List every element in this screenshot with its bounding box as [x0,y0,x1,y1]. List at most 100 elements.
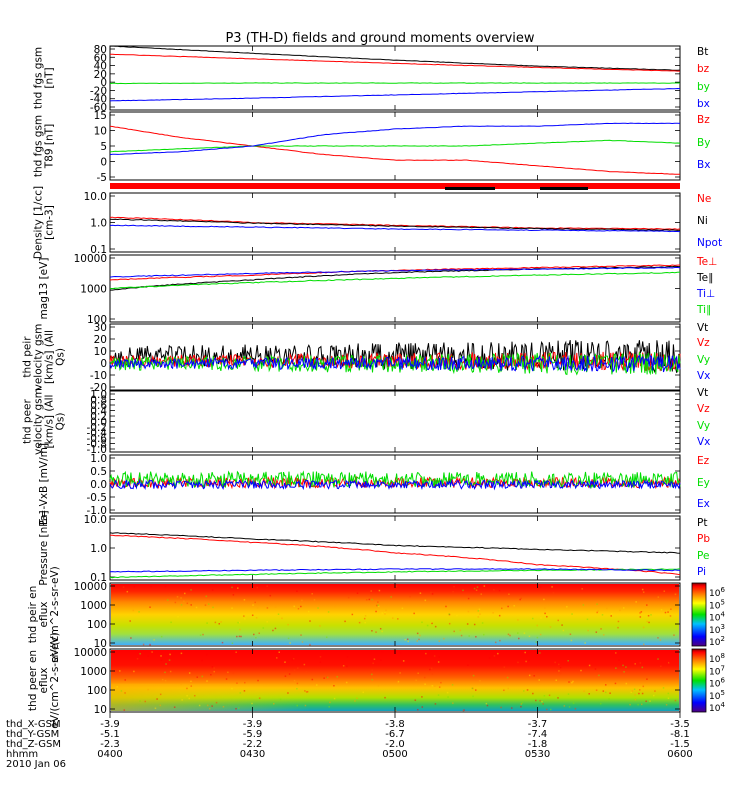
date-label: 2010 Jan 06 [6,759,66,770]
spectrogram-pixel [452,591,454,593]
spectrogram-pixel [213,670,215,673]
spectrogram-pixel [438,686,441,688]
y-tick-label: -0.6 [87,433,108,445]
y-tick-label: 0.8 [90,395,107,407]
spectrogram-pixel [633,688,636,691]
spectrogram-pixel [520,705,522,708]
spectrogram-pixel [483,585,486,587]
y-axis-label: thd fgs gsmT89 [nT] [33,115,56,177]
spectrogram-pixel [641,692,644,695]
legend-Ne: Ne [697,193,711,205]
y-tick-label: 1.0 [90,543,107,555]
y-tick-label: 1.0 [90,218,107,230]
spectrogram-pixel [555,679,557,681]
legend-Bx: Bx [697,159,710,171]
time-axis-value: -1.8 [528,739,548,750]
y-tick-label: 0 [100,157,107,169]
spectrogram-pixel [594,668,597,670]
spectrogram-pixel [232,672,235,675]
spectrogram-pixel [173,706,176,708]
spectrogram-pixel [139,652,141,655]
colorbar-tick-label: 106 [709,677,725,690]
quality-flag-segment [540,187,588,190]
spectrogram-pixel [237,587,239,589]
time-axis-value: -3.9 [100,719,120,730]
spectrogram-pixel [212,606,214,609]
y-tick-label: -10 [90,370,107,382]
y-tick-label: 20 [94,69,107,81]
spectrogram-pixel [371,630,373,632]
spectrogram-pixel [206,704,209,707]
spectrogram-pixel [304,690,306,692]
spectrogram-pixel [520,703,522,705]
spectrogram-pixel [634,693,636,696]
spectrogram-pixel [326,676,329,679]
spectrogram-pixel [375,610,377,613]
spectrogram-pixel [552,592,555,594]
spectrogram-pixel [528,659,530,662]
y-tick-label: 0.6 [90,400,107,412]
spectrogram-pixel [498,614,501,617]
legend-Ti∥: Ti∥ [696,304,711,316]
y-tick-label: 1000 [80,284,107,296]
spectrogram-pixel [211,589,214,591]
spectrogram-pixel [293,605,295,608]
spectrogram-pixel [604,691,607,694]
spectrogram-pixel [317,607,319,609]
spectrogram-pixel [183,600,185,602]
spectrogram-pixel [165,663,167,665]
series-line-by [109,82,680,85]
spectrogram-pixel [150,585,152,588]
series-line-Te∥ [110,265,681,291]
spectrogram-pixel [501,607,503,610]
spectrogram-pixel [571,681,573,684]
spectrogram-pixel [639,662,642,664]
spectrogram-pixel [473,623,476,626]
spectrogram-pixel [169,653,171,656]
legend-Vx: Vx [697,436,710,448]
spectrogram-pixel [277,613,280,615]
spectrogram-pixel [187,683,190,685]
spectrogram-pixel [538,679,540,681]
spectrogram-pixel [123,709,126,711]
spectrogram-pixel [479,613,481,615]
spectrogram-pixel [669,615,672,617]
spectrogram-pixel [296,682,299,685]
spectrogram-pixel [184,592,186,595]
y-tick-label: 30 [94,322,107,334]
spectrogram-pixel [606,607,608,610]
y-axis-label-text: thd fgs gsm[nT] [33,47,56,109]
spectrogram-pixel [206,622,208,624]
spectrogram-pixel [168,593,171,596]
spectrogram-pixel [635,601,637,603]
spectrogram-pixel [622,664,624,667]
spectrogram-pixel [399,672,401,674]
spectrogram-pixel [130,637,132,639]
y-tick-label: 10 [94,346,107,358]
colorbar [691,648,707,713]
legend-Bt: Bt [697,46,708,58]
spectrogram-pixel [637,703,639,706]
spectrogram-pixel [544,607,546,609]
spectrogram-pixel [262,627,265,629]
y-tick-label: 0.5 [90,466,107,478]
legend-Pb: Pb [697,533,710,545]
spectrogram-pixel [639,616,642,618]
spectrogram-pixel [169,670,172,673]
time-axis-row-label: thd_X-GSM [6,719,61,730]
y-axis-label: thd peir enefluxeV/(cm^2-s-sr-eV) [27,566,61,662]
series-line-By [109,139,681,153]
spectrogram-pixel [507,633,510,636]
spectrogram-pixel [377,601,379,603]
series-line-Pt [109,532,681,554]
spectrogram-pixel [397,682,399,684]
y-axis-label-text: thd peervelocity gsm[km/s] (AllQs) [22,388,67,455]
legend-By: By [697,137,710,149]
spectrogram-pixel [404,639,407,641]
spectrogram-pixel [507,605,509,608]
spectrogram-pixel [617,620,620,623]
spectrogram-pixel [160,659,163,661]
spectrogram-pixel [293,669,296,671]
spectrogram-pixel [571,613,573,615]
spectrogram-pixel [154,707,157,710]
